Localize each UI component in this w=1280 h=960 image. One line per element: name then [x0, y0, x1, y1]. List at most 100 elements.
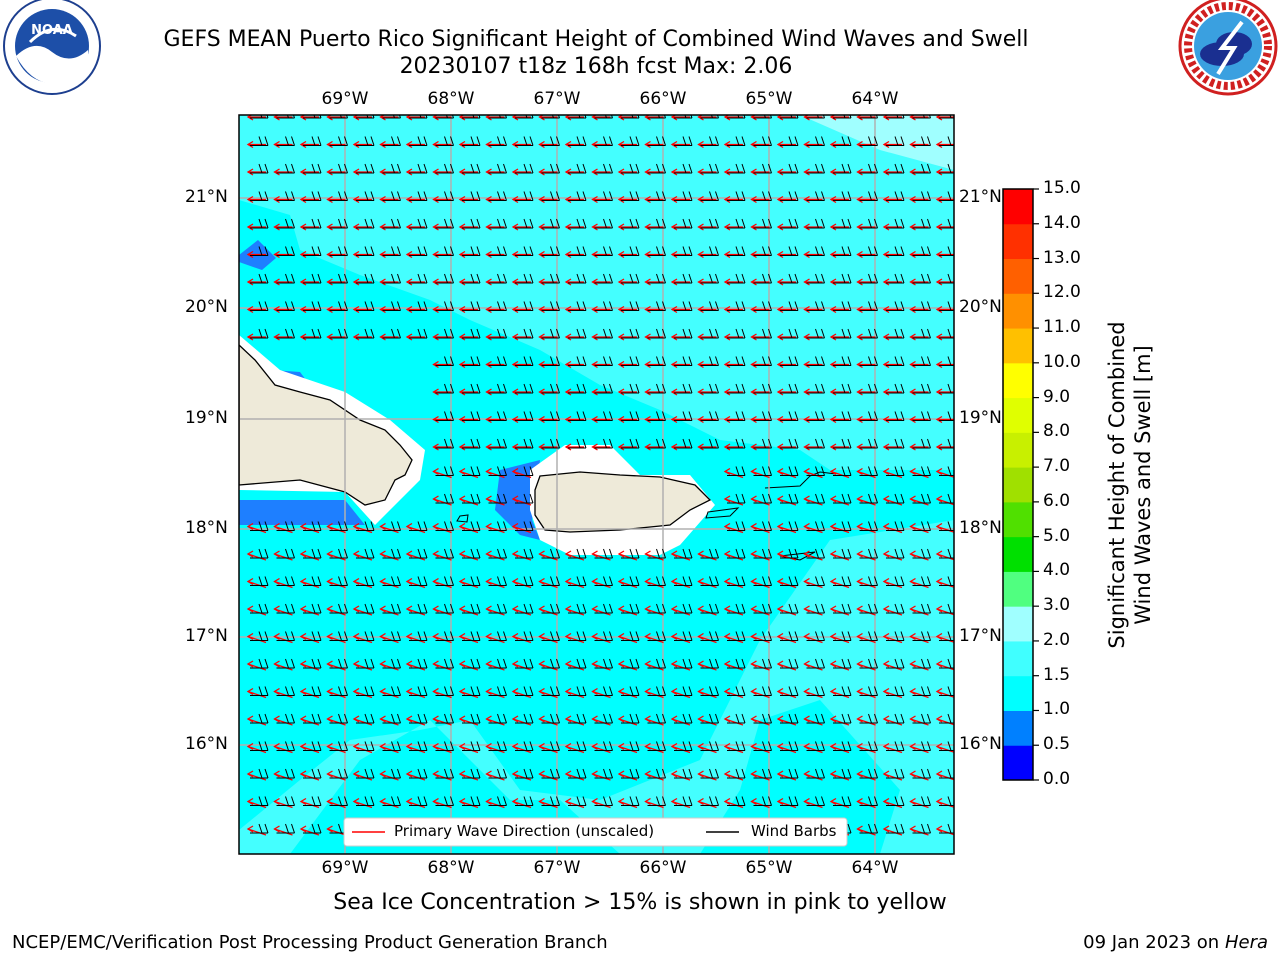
- wave-arrow-head: [485, 388, 492, 396]
- wind-barb: [435, 741, 454, 751]
- wave-arrow-head: [246, 742, 254, 751]
- wind-barb: [382, 191, 401, 201]
- wave-arrow-head: [803, 333, 810, 341]
- wind-barb: [674, 191, 693, 201]
- wind-barb: [647, 603, 666, 614]
- wave-direction-arrow: [433, 635, 452, 644]
- footer-date-text: 09 Jan 2023 on: [1083, 932, 1225, 953]
- wave-arrow-head: [935, 687, 943, 696]
- wave-arrow-head: [697, 443, 704, 451]
- wave-arrow-head: [458, 550, 466, 558]
- wave-direction-arrow: [512, 608, 532, 616]
- wave-arrow-head: [803, 660, 810, 668]
- wind-barb: [356, 548, 375, 559]
- wind-barb: [700, 246, 719, 256]
- wave-arrow-head: [273, 522, 280, 531]
- wind-barb: [329, 603, 348, 614]
- wave-arrow-head: [405, 742, 413, 751]
- colorbar: [1002, 188, 1039, 781]
- wind-barb: [594, 411, 613, 421]
- wind-barb: [621, 741, 640, 751]
- wave-arrow-head: [511, 443, 519, 451]
- wave-arrow-head: [432, 195, 439, 204]
- wind-barb: [753, 115, 772, 119]
- wave-direction-arrow: [724, 773, 744, 781]
- wave-arrow-head: [882, 467, 890, 476]
- wave-arrow-head: [246, 550, 254, 558]
- wind-barb: [912, 466, 931, 476]
- wave-arrow-head: [299, 825, 307, 833]
- wave-arrow-head: [776, 632, 784, 641]
- wave-arrow-head: [776, 195, 784, 204]
- wind-barb: [409, 631, 428, 641]
- wind-barb: [488, 493, 507, 504]
- wind-barb: [912, 301, 931, 311]
- wave-arrow-head: [379, 250, 386, 259]
- wave-arrow-head: [273, 305, 280, 314]
- wind-barb: [435, 301, 454, 311]
- wind-barb: [886, 658, 905, 669]
- wind-barb: [594, 218, 613, 229]
- wind-barb: [780, 741, 799, 751]
- wave-arrow-head: [803, 522, 810, 531]
- wave-arrow-head: [882, 195, 890, 204]
- wave-direction-arrow: [883, 608, 903, 616]
- wind-barb: [541, 658, 560, 669]
- wave-arrow-head: [935, 605, 943, 613]
- wind-barb: [541, 383, 560, 394]
- wave-arrow-head: [246, 770, 254, 778]
- wave-arrow-head: [405, 223, 413, 231]
- wave-arrow-head: [617, 305, 625, 314]
- wind-barb: [594, 328, 613, 339]
- wave-arrow-head: [246, 223, 254, 231]
- wave-direction-arrow: [274, 745, 293, 754]
- wind-barb: [753, 191, 772, 201]
- wave-arrow-head: [750, 467, 757, 476]
- wave-direction-arrow: [247, 608, 267, 616]
- wind-barb: [568, 301, 587, 311]
- wind-barb: [780, 191, 799, 201]
- wind-barb: [780, 356, 799, 366]
- wave-direction-arrow: [565, 773, 585, 781]
- wave-direction-arrow: [406, 608, 426, 616]
- wind-barb: [700, 191, 719, 201]
- wind-barb: [568, 273, 587, 284]
- wind-barb: [727, 356, 746, 366]
- wind-barb: [780, 521, 799, 531]
- wave-arrow-head: [697, 577, 704, 586]
- wave-direction-arrow: [274, 718, 293, 726]
- map-title: GEFS MEAN Puerto Rico Significant Height…: [163, 27, 1029, 52]
- wind-barb: [541, 631, 560, 641]
- wave-direction-arrow: [724, 498, 744, 506]
- wind-barb: [250, 796, 269, 806]
- wind-barb: [568, 741, 587, 751]
- wave-arrow-head: [485, 770, 492, 778]
- wind-barb: [303, 823, 322, 834]
- wind-barb: [912, 273, 931, 284]
- colorbar-segment: [1003, 675, 1033, 711]
- wind-barb: [621, 273, 640, 284]
- wind-barb: [939, 115, 954, 119]
- wind-barb: [727, 658, 746, 669]
- wave-arrow-head: [670, 632, 678, 641]
- wave-arrow-head: [829, 388, 837, 396]
- wave-direction-arrow: [645, 635, 664, 644]
- wave-arrow-head: [829, 140, 837, 149]
- wind-barb: [886, 741, 905, 751]
- wave-arrow-head: [511, 168, 519, 176]
- wind-barb: [859, 658, 878, 669]
- wave-arrow-head: [405, 715, 413, 723]
- wave-arrow-head: [882, 443, 890, 451]
- wave-arrow-head: [564, 223, 572, 231]
- wave-arrow-head: [273, 605, 280, 613]
- wave-direction-arrow: [777, 498, 797, 506]
- wind-barb: [833, 603, 852, 614]
- wind-barb: [859, 741, 878, 751]
- wave-arrow-head: [697, 687, 704, 696]
- wind-barb: [700, 741, 719, 751]
- wind-barb: [674, 218, 693, 229]
- wave-direction-arrow: [751, 470, 770, 479]
- lon-label-top: 65°W: [745, 89, 793, 109]
- wave-arrow-head: [326, 825, 333, 833]
- wind-barb: [859, 713, 878, 724]
